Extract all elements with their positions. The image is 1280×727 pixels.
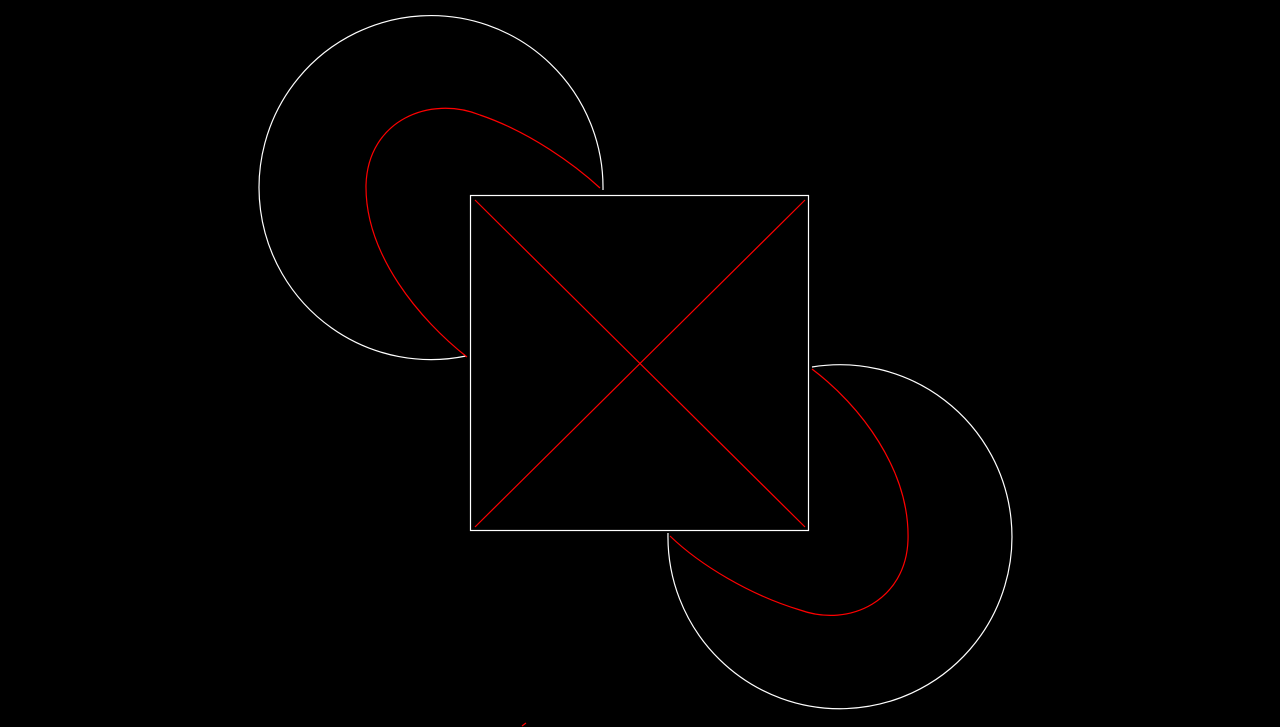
lower-right-arc xyxy=(667,364,1013,710)
square-outline xyxy=(469,194,810,532)
upper-left-arc xyxy=(258,14,604,361)
upper-left-inner-curve xyxy=(365,107,601,358)
diagonal-line-2 xyxy=(474,199,806,528)
lower-right-inner-curve xyxy=(669,368,909,616)
small-red-mark xyxy=(521,722,527,727)
